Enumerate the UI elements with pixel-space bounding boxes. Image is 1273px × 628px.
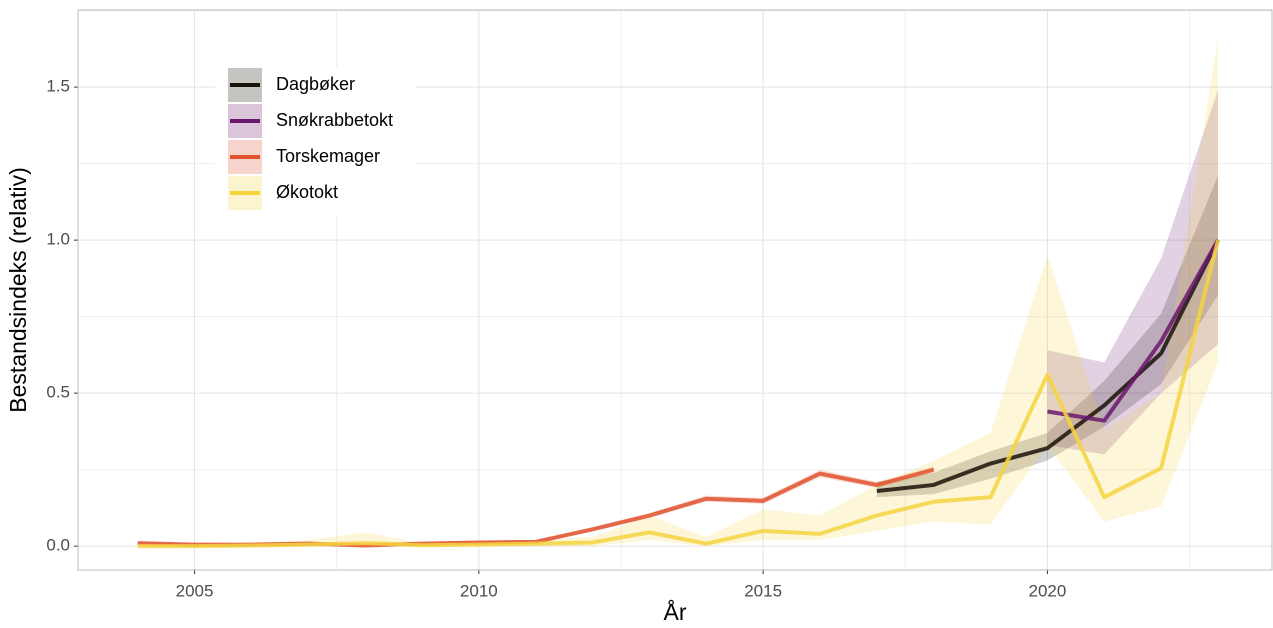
y-tick-label: 1.5: [46, 77, 70, 96]
x-tick-label: 2010: [460, 581, 498, 600]
line: [1047, 239, 1220, 423]
legend-label: Torskemager: [276, 146, 380, 166]
ribbon: [1047, 90, 1218, 455]
y-axis-title: Bestandsindeks (relativ): [5, 167, 31, 412]
ribbon: [876, 175, 1218, 498]
x-axis-title: År: [664, 598, 687, 625]
plot-border: [77, 9, 1273, 571]
x-tick-label: 2015: [744, 581, 782, 600]
y-tick-label: 0.5: [46, 383, 70, 402]
legend-label: Økotokt: [276, 182, 338, 202]
line: [137, 239, 1220, 549]
x-tick-label: 2005: [176, 581, 214, 600]
legend-label: Dagbøker: [276, 74, 355, 94]
y-tick-label: 0.0: [46, 536, 70, 555]
y-tick-label: 1.0: [46, 230, 70, 249]
legend-label: Snøkrabbetokt: [276, 110, 393, 130]
x-tick-label: 2020: [1029, 581, 1067, 600]
line: [876, 239, 1220, 494]
